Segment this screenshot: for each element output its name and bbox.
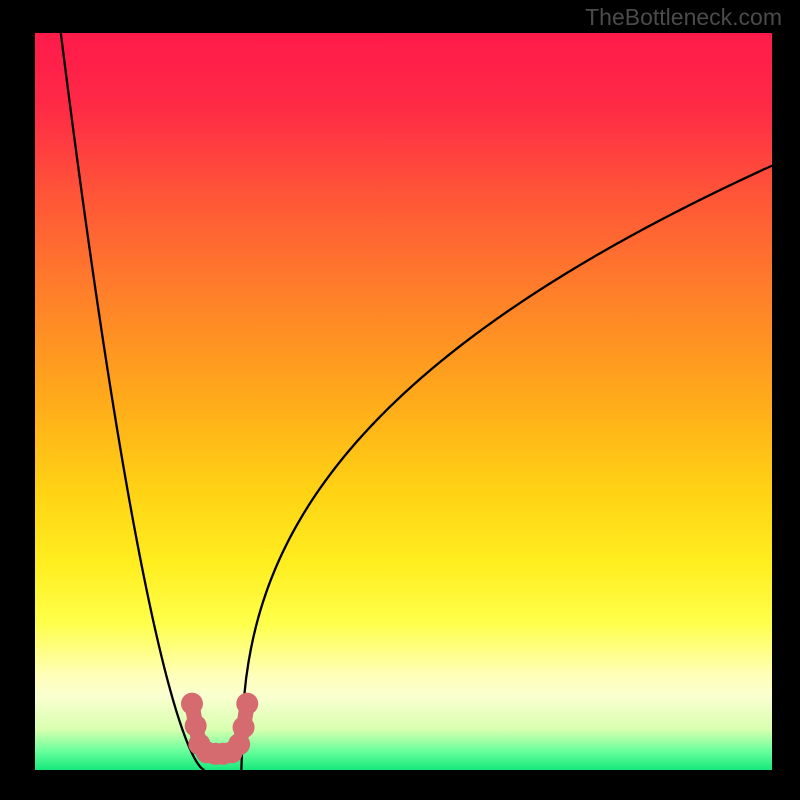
dip-dot — [185, 715, 207, 737]
attribution-label: TheBottleneck.com — [585, 4, 782, 31]
plot-background — [35, 33, 772, 770]
dip-dot — [233, 716, 255, 738]
dip-dot — [181, 693, 203, 715]
chart-container: TheBottleneck.com — [0, 0, 800, 800]
dip-dot — [236, 693, 258, 715]
bottleneck-chart — [35, 33, 772, 770]
